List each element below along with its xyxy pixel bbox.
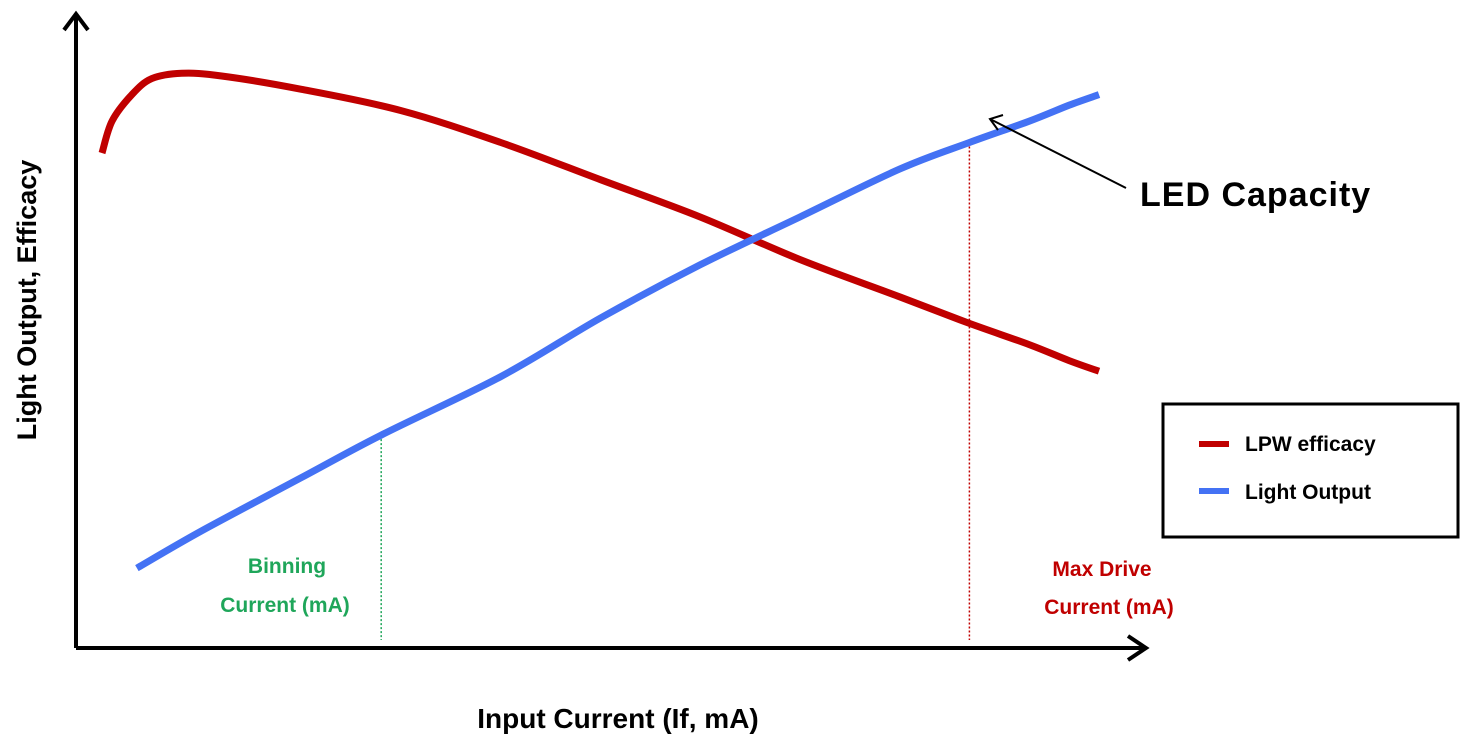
marker-labels: Binning Current (mA) Max Drive Current (… (220, 555, 1174, 619)
annotation-text: LED Capacity (1140, 176, 1371, 214)
legend-label-lpw-efficacy: LPW efficacy (1245, 433, 1376, 456)
y-axis-title: Light Output, Efficacy (12, 160, 42, 441)
marker-lines (380, 146, 971, 640)
series-lines (98, 69, 1101, 572)
binning-label-line2: Current (mA) (220, 594, 350, 617)
legend-label-light-output: Light Output (1245, 481, 1371, 504)
max-drive-label-line2: Current (mA) (1044, 596, 1174, 619)
axes (62, 10, 1150, 662)
series-lpw-efficacy (98, 69, 1101, 375)
series-light-output (135, 91, 1101, 572)
legend: LPW efficacy Light Output (1161, 402, 1460, 539)
annotation-arrow-line (989, 118, 1127, 189)
x-axis-arrow-icon (1126, 634, 1150, 662)
annotation-arrow-icon (988, 114, 1004, 131)
x-axis-title: Input Current (If, mA) (477, 703, 759, 734)
y-axis-arrow-icon (62, 10, 90, 32)
binning-label-line1: Binning (248, 555, 326, 578)
legend-box (1161, 402, 1460, 539)
led-capacity-annotation: LED Capacity (988, 114, 1371, 214)
max-drive-label-line1: Max Drive (1052, 558, 1151, 581)
